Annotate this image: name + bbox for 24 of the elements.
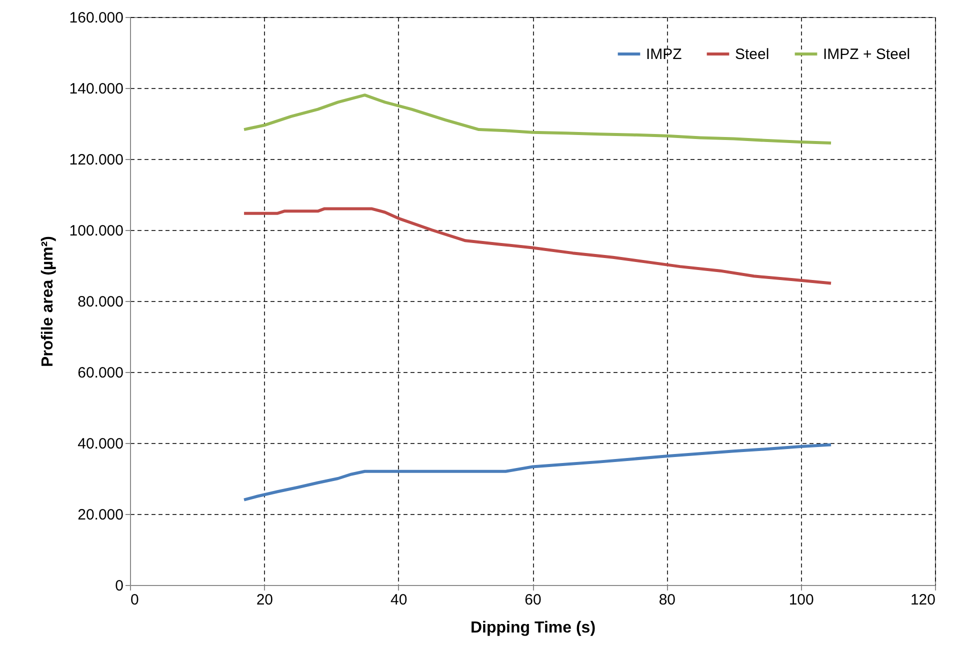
x-tick-label: 60: [524, 592, 542, 608]
legend-label: IMPZ + Steel: [823, 46, 910, 63]
legend-label: Steel: [735, 46, 770, 63]
x-axis-title: Dipping Time (s): [470, 620, 596, 636]
y-tick-label: 160.000: [69, 10, 124, 26]
y-tick-label: 140.000: [69, 80, 124, 98]
x-tick-label: 100: [788, 592, 814, 608]
y-tick-label: 40.000: [78, 436, 124, 452]
y-tick-label: 80.000: [78, 294, 124, 310]
x-tick-label: 120: [910, 592, 936, 608]
line-series: [242, 443, 833, 502]
x-tick-label: 40: [390, 592, 408, 608]
line-series: [242, 94, 833, 145]
line-series: [242, 207, 833, 285]
y-tick-label: 60.000: [78, 364, 124, 382]
y-tick-label: 120.000: [69, 152, 124, 168]
y-tick-label: 0: [115, 578, 124, 594]
y-axis-title: Profile area (µm²): [39, 236, 56, 368]
x-tick-label: 80: [658, 592, 676, 608]
x-tick-label: 0: [130, 592, 139, 608]
y-tick-label: 100.000: [69, 222, 124, 240]
y-tick-label: 20.000: [78, 506, 124, 524]
legend-label: IMPZ: [646, 46, 682, 63]
x-tick-label: 20: [256, 592, 274, 608]
